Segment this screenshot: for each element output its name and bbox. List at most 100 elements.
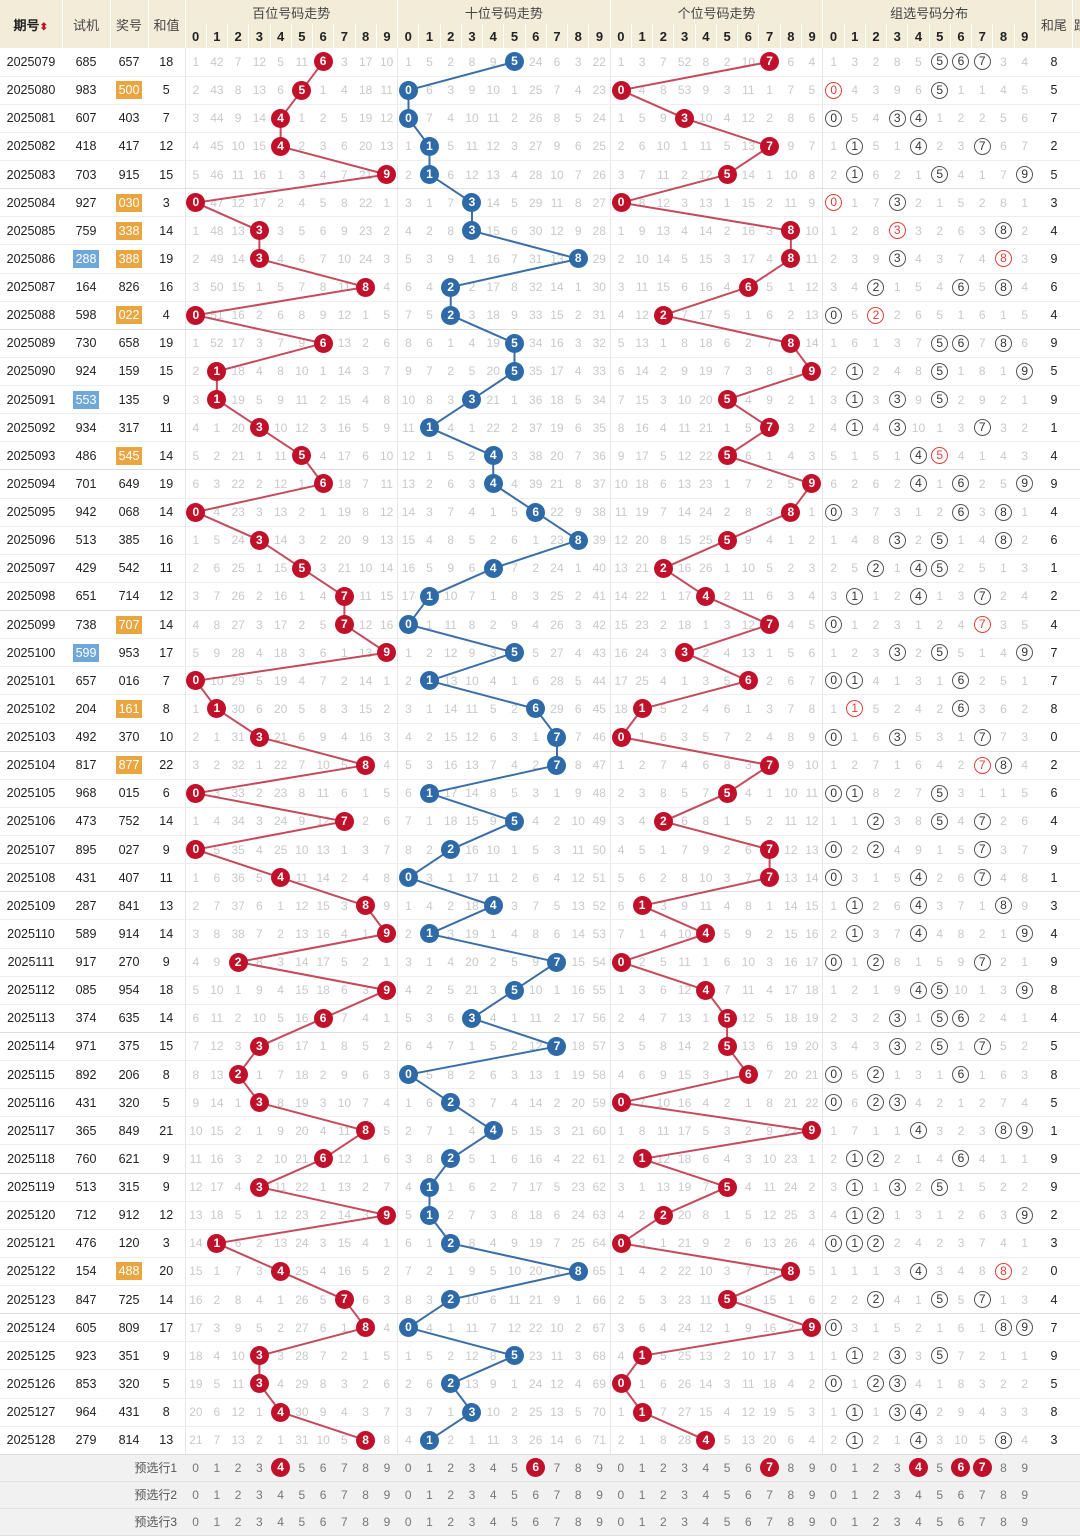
tens-select-digit[interactable]: 7 <box>546 1508 568 1536</box>
ones-select-digit[interactable]: 9 <box>801 1454 823 1482</box>
ones-select-digit[interactable]: 2 <box>652 1454 674 1482</box>
hundreds-select-digit[interactable]: 6 <box>312 1481 334 1509</box>
group-select-digit[interactable]: 6 <box>950 1481 972 1509</box>
hundreds-select-digit[interactable]: 1 <box>206 1481 228 1509</box>
ones-select-digit[interactable]: 5 <box>716 1481 738 1509</box>
ones-select-digit[interactable]: 0 <box>610 1508 632 1536</box>
group-select-digit[interactable]: 4 <box>907 1481 930 1509</box>
ones-select-digit[interactable]: 6 <box>737 1454 759 1482</box>
group-select-digit[interactable]: 5 <box>929 1508 951 1536</box>
hundreds-select-digit[interactable]: 8 <box>355 1508 377 1536</box>
hundreds-select-digit[interactable]: 8 <box>355 1481 377 1509</box>
ones-select-digit[interactable]: 6 <box>737 1508 759 1536</box>
tens-select-digit[interactable]: 1 <box>418 1508 441 1536</box>
tens-select-digit[interactable]: 9 <box>588 1481 611 1509</box>
tens-select-digit[interactable]: 6 <box>525 1454 547 1482</box>
ones-select-digit[interactable]: 5 <box>716 1508 738 1536</box>
hundreds-select-digit[interactable]: 0 <box>185 1454 207 1482</box>
ones-select-digit[interactable]: 2 <box>652 1481 674 1509</box>
hundreds-select-digit[interactable]: 9 <box>376 1481 398 1509</box>
tens-select-digit[interactable]: 1 <box>418 1481 441 1509</box>
hundreds-select-digit[interactable]: 5 <box>291 1481 313 1509</box>
group-select-digit[interactable]: 1 <box>844 1481 866 1509</box>
hundreds-select-digit[interactable]: 6 <box>312 1454 334 1482</box>
group-select-digit[interactable]: 3 <box>886 1508 908 1536</box>
group-select-digit[interactable]: 0 <box>822 1508 845 1536</box>
tens-select-digit[interactable]: 9 <box>588 1454 611 1482</box>
group-select-digit[interactable]: 2 <box>865 1481 887 1509</box>
ones-select-digit[interactable]: 7 <box>758 1508 781 1536</box>
ones-select-digit[interactable]: 3 <box>673 1508 696 1536</box>
group-select-digit[interactable]: 8 <box>992 1454 1015 1482</box>
ones-select-digit[interactable]: 1 <box>631 1508 653 1536</box>
tens-select-digit[interactable]: 4 <box>482 1454 504 1482</box>
hundreds-select-digit[interactable]: 5 <box>291 1454 313 1482</box>
hundreds-select-digit[interactable]: 2 <box>227 1508 249 1536</box>
tens-select-digit[interactable]: 1 <box>418 1454 441 1482</box>
group-select-digit[interactable]: 9 <box>1014 1508 1036 1536</box>
hundreds-select-digit[interactable]: 7 <box>333 1454 355 1482</box>
tens-select-digit[interactable]: 2 <box>440 1481 462 1509</box>
group-select-digit[interactable]: 4 <box>907 1454 930 1482</box>
hundreds-select-digit[interactable]: 0 <box>185 1481 207 1509</box>
hundreds-select-digit[interactable]: 3 <box>248 1508 270 1536</box>
group-select-digit[interactable]: 7 <box>971 1481 993 1509</box>
hundreds-select-digit[interactable]: 6 <box>312 1508 334 1536</box>
hundreds-select-digit[interactable]: 1 <box>206 1508 228 1536</box>
group-select-digit[interactable]: 2 <box>865 1508 887 1536</box>
hundreds-select-digit[interactable]: 3 <box>248 1481 270 1509</box>
group-select-digit[interactable]: 2 <box>865 1454 887 1482</box>
group-select-digit[interactable]: 1 <box>844 1508 866 1536</box>
group-select-digit[interactable]: 0 <box>822 1454 845 1482</box>
tens-select-digit[interactable]: 2 <box>440 1454 462 1482</box>
sort-icon[interactable]: ⬍ <box>39 21 48 33</box>
preselect-row[interactable]: 预选行2 0 1 2 3 4 5 6 7 8 9 0 1 2 3 4 5 6 7 8 9 0 1 2 3 4 5 6 7 8 9 0 1 2 3 4 5… <box>0 1481 1080 1509</box>
group-select-digit[interactable]: 1 <box>844 1454 866 1482</box>
tens-select-digit[interactable]: 8 <box>567 1454 589 1482</box>
group-select-digit[interactable]: 8 <box>992 1481 1015 1509</box>
hundreds-select-digit[interactable]: 5 <box>291 1508 313 1536</box>
tens-select-digit[interactable]: 5 <box>503 1508 526 1536</box>
tens-select-digit[interactable]: 2 <box>440 1508 462 1536</box>
ones-select-digit[interactable]: 4 <box>695 1454 717 1482</box>
hundreds-select-digit[interactable]: 3 <box>248 1454 270 1482</box>
ones-select-digit[interactable]: 8 <box>780 1508 802 1536</box>
tens-select-digit[interactable]: 8 <box>567 1481 589 1509</box>
group-select-digit[interactable]: 3 <box>886 1454 908 1482</box>
hundreds-select-digit[interactable]: 1 <box>206 1454 228 1482</box>
group-select-digit[interactable]: 7 <box>971 1454 993 1482</box>
period-header[interactable]: 期号⬍ <box>0 0 63 48</box>
ones-select-digit[interactable]: 8 <box>780 1481 802 1509</box>
group-select-digit[interactable]: 8 <box>992 1508 1015 1536</box>
tens-select-digit[interactable]: 0 <box>397 1508 419 1536</box>
ones-select-digit[interactable]: 1 <box>631 1481 653 1509</box>
tens-select-digit[interactable]: 0 <box>397 1454 419 1482</box>
tens-select-digit[interactable]: 3 <box>461 1508 483 1536</box>
tens-select-digit[interactable]: 7 <box>546 1454 568 1482</box>
tens-select-digit[interactable]: 7 <box>546 1481 568 1509</box>
ones-select-digit[interactable]: 2 <box>652 1508 674 1536</box>
tens-select-digit[interactable]: 9 <box>588 1508 611 1536</box>
tens-select-digit[interactable]: 6 <box>525 1481 547 1509</box>
hundreds-select-digit[interactable]: 7 <box>333 1508 355 1536</box>
ones-select-digit[interactable]: 9 <box>801 1508 823 1536</box>
group-select-digit[interactable]: 9 <box>1014 1481 1036 1509</box>
ones-select-digit[interactable]: 0 <box>610 1481 632 1509</box>
ones-select-digit[interactable]: 7 <box>758 1454 781 1482</box>
ones-select-digit[interactable]: 7 <box>758 1481 781 1509</box>
tens-select-digit[interactable]: 5 <box>503 1454 526 1482</box>
hundreds-select-digit[interactable]: 9 <box>376 1454 398 1482</box>
tens-select-digit[interactable]: 5 <box>503 1481 526 1509</box>
group-select-digit[interactable]: 4 <box>907 1508 930 1536</box>
tens-select-digit[interactable]: 4 <box>482 1481 504 1509</box>
ones-select-digit[interactable]: 5 <box>716 1454 738 1482</box>
ones-select-digit[interactable]: 4 <box>695 1508 717 1536</box>
tens-select-digit[interactable]: 8 <box>567 1508 589 1536</box>
hundreds-select-digit[interactable]: 4 <box>270 1454 292 1482</box>
hundreds-select-digit[interactable]: 4 <box>270 1481 292 1509</box>
ones-select-digit[interactable]: 9 <box>801 1481 823 1509</box>
tens-select-digit[interactable]: 4 <box>482 1508 504 1536</box>
ones-select-digit[interactable]: 8 <box>780 1454 802 1482</box>
ones-select-digit[interactable]: 4 <box>695 1481 717 1509</box>
tens-select-digit[interactable]: 3 <box>461 1454 483 1482</box>
